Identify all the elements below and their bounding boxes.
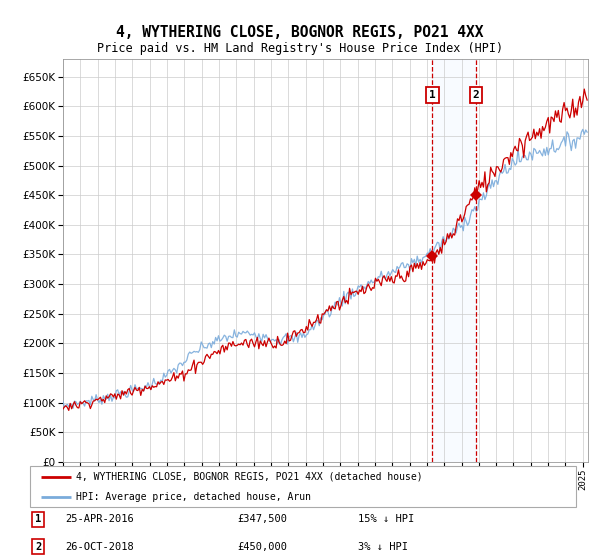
Text: 4, WYTHERING CLOSE, BOGNOR REGIS, PO21 4XX (detached house): 4, WYTHERING CLOSE, BOGNOR REGIS, PO21 4… — [76, 472, 423, 482]
Text: 1: 1 — [429, 90, 436, 100]
Bar — [433, 59, 476, 462]
Text: 2: 2 — [472, 90, 479, 100]
Text: 25-APR-2016: 25-APR-2016 — [65, 514, 134, 524]
Text: 4, WYTHERING CLOSE, BOGNOR REGIS, PO21 4XX: 4, WYTHERING CLOSE, BOGNOR REGIS, PO21 4… — [116, 25, 484, 40]
Text: 1: 1 — [35, 514, 41, 524]
Text: £347,500: £347,500 — [238, 514, 287, 524]
Text: £450,000: £450,000 — [238, 542, 287, 552]
Text: HPI: Average price, detached house, Arun: HPI: Average price, detached house, Arun — [76, 492, 311, 502]
Text: 2: 2 — [35, 542, 41, 552]
Text: 26-OCT-2018: 26-OCT-2018 — [65, 542, 134, 552]
Text: 3% ↓ HPI: 3% ↓ HPI — [358, 542, 407, 552]
FancyBboxPatch shape — [30, 466, 576, 507]
Text: Price paid vs. HM Land Registry's House Price Index (HPI): Price paid vs. HM Land Registry's House … — [97, 42, 503, 55]
Text: 15% ↓ HPI: 15% ↓ HPI — [358, 514, 414, 524]
